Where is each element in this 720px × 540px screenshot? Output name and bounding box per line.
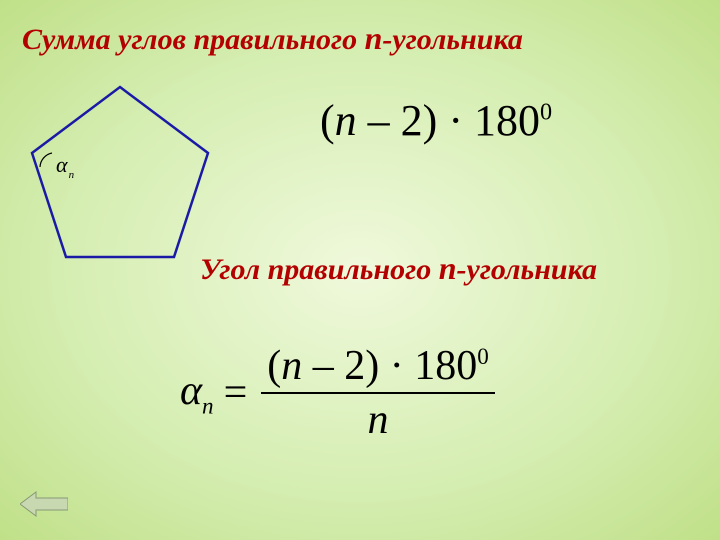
f2-num-two: 2 — [344, 343, 365, 389]
title2-suffix: -угольника — [457, 253, 598, 286]
f1-base: 180 — [474, 96, 540, 145]
f2-num-minus: – — [302, 343, 344, 389]
f2-num-n: n — [281, 343, 302, 389]
angle-arc — [40, 153, 52, 167]
f1-open: ( — [320, 96, 335, 145]
f2-den-n: n — [368, 397, 389, 443]
f2-numerator: (n – 2) · 1800 — [261, 340, 495, 394]
back-arrow-button[interactable] — [20, 491, 68, 522]
formula-sum: (n – 2) · 1800 — [320, 95, 552, 146]
f2-sub: n — [202, 392, 214, 418]
f2-denominator: n — [362, 394, 395, 446]
f2-num-close: ) — [365, 343, 379, 389]
f2-alpha: α — [180, 368, 202, 414]
pentagon-diagram: αn — [20, 75, 220, 275]
title2-prefix: Угол правильного — [200, 253, 439, 286]
formula-angle: αn = (n – 2) · 1800 n — [180, 340, 495, 446]
f2-num-sup: 0 — [477, 343, 489, 369]
f2-fraction: (n – 2) · 1800 n — [261, 340, 495, 446]
f2-num-open: ( — [267, 343, 281, 389]
f1-close: ) — [423, 96, 438, 145]
angle-label-alpha: αn — [56, 152, 75, 181]
f1-dot: · — [437, 96, 474, 145]
back-arrow-icon — [20, 491, 68, 517]
f1-two: 2 — [401, 96, 423, 145]
f1-n: n — [335, 96, 357, 145]
f2-eq: = — [224, 369, 248, 417]
title1-n: n — [365, 20, 383, 56]
heading-sum-angles: Сумма углов правильного n-угольника — [22, 20, 523, 57]
f1-minus: – — [357, 96, 401, 145]
title1-suffix: -угольника — [382, 23, 523, 56]
f1-sup: 0 — [540, 98, 552, 125]
title1-prefix: Сумма углов правильного — [22, 23, 365, 56]
heading-angle: Угол правильного n-угольника — [200, 250, 597, 287]
f2-num-dot: · — [379, 343, 414, 389]
title2-n: n — [439, 250, 457, 286]
f2-num-base: 180 — [414, 343, 477, 389]
